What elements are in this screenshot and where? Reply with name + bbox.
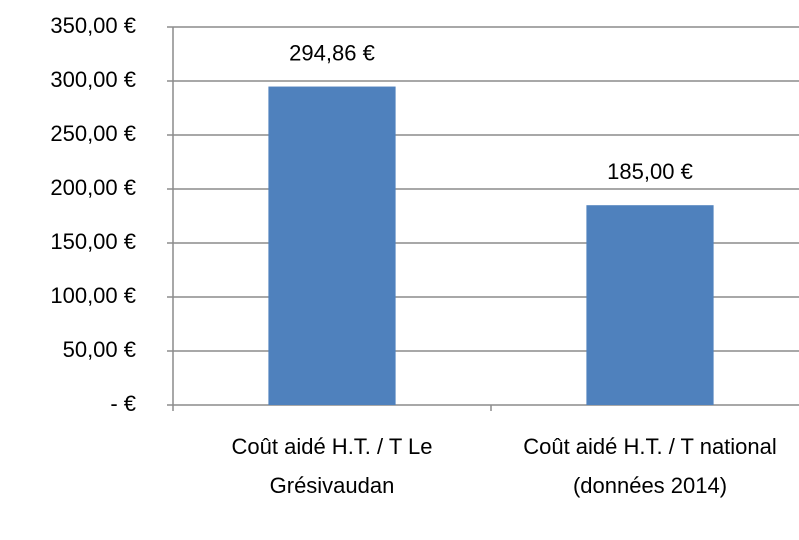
x-tick-label: Coût aidé H.T. / T national (données 201…: [523, 434, 777, 498]
y-tick-label: 100,00 €: [50, 283, 136, 308]
y-tick-label: 350,00 €: [50, 13, 136, 38]
bar: [586, 205, 714, 405]
y-tick-label: 150,00 €: [50, 229, 136, 254]
bar: [268, 86, 396, 405]
value-label: 294,86 €: [289, 40, 375, 65]
value-label: 185,00 €: [607, 159, 693, 184]
y-tick-label: 250,00 €: [50, 121, 136, 146]
x-tick-label: Coût aidé H.T. / T Le Grésivaudan: [231, 434, 433, 498]
y-tick-label: 200,00 €: [50, 175, 136, 200]
y-tick-label: - €: [110, 391, 136, 416]
y-tick-label: 50,00 €: [63, 337, 136, 362]
y-tick-label: 300,00 €: [50, 67, 136, 92]
